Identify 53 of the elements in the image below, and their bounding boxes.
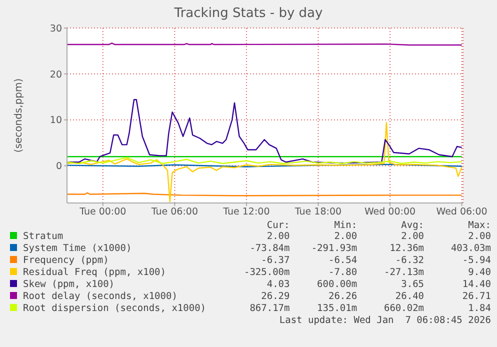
text: -7.80 [327,267,358,279]
legend-label: Frequency (ppm) [22,255,110,267]
text: 660.02m [382,303,426,315]
text: Avg: [400,220,426,231]
text: 26.26 [327,291,358,303]
x-tick-label: Wed 06:00 [436,206,488,218]
y-tick-label: 10 [50,115,62,126]
legend-label: Skew (ppm, x100) [22,279,116,291]
x-tick-label: Tue 12:00 [222,206,270,218]
legend-label: Residual Freq (ppm, x100) [22,267,167,279]
legend-label: System Time (x1000) [22,243,133,255]
text: -27.13m [382,267,426,279]
text: 26.40 [394,291,426,303]
legend-label: Root delay (seconds, x1000) [22,291,178,303]
text: 2.00 [467,231,492,243]
text: 26.71 [461,291,492,303]
text: 403.03m [450,243,492,255]
text: 867.17m [248,303,291,315]
line-series [67,99,462,164]
text: Max: [467,220,492,231]
x-tick-label: Tue 06:00 [150,206,198,218]
text: 1.84 [467,303,492,315]
text: -325.00m [242,267,291,279]
x-tick-label: Tue 00:00 [78,206,126,218]
legend-label: Stratum [22,231,64,243]
y-axis-title: (seconds,ppm) [14,78,25,153]
text: 4.03 [266,279,291,291]
text: 2.00 [266,231,291,243]
text: -6.54 [327,255,358,267]
y-tick-label: 20 [50,69,62,80]
chart-title: Tracking Stats - by day [173,6,324,21]
text: 9.40 [467,267,492,279]
text: Min: [333,220,358,231]
x-tick-label: Wed 00:00 [364,206,416,218]
text: -5.94 [461,255,492,267]
y-tick-label: 30 [50,23,62,34]
x-tick-label: Tue 18:00 [294,206,342,218]
text: 26.29 [260,291,291,303]
legend-label: Root dispersion (seconds, x1000) [22,303,208,315]
text: -291.93m [310,243,358,255]
text: 135.01m [316,303,358,315]
text: -6.32 [394,255,426,267]
text: Last update: Wed Jan 7 06:08:45 2026 [278,315,492,327]
text: 2.00 [333,231,358,243]
text: 12.36m [388,243,426,255]
text: -73.84m [248,243,291,255]
text: -6.37 [260,255,291,267]
y-tick-label: 0 [56,161,62,172]
text: 600.00m [316,279,358,291]
text: 3.65 [400,279,426,291]
text: Cur: [266,220,291,231]
text: 14.40 [461,279,492,291]
text: 2.00 [400,231,426,243]
